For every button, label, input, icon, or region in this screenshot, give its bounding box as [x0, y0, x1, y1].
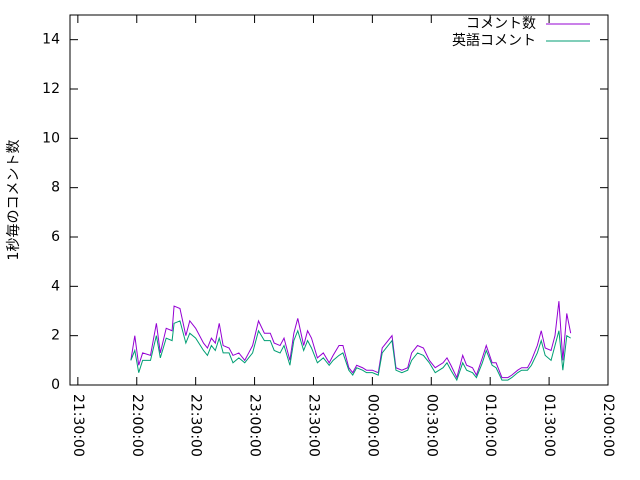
y-tick-label: 10 — [42, 130, 60, 146]
x-tick-label: 21:30:00 — [70, 394, 86, 457]
y-tick-label: 12 — [42, 81, 60, 97]
x-tick-label: 22:00:00 — [129, 394, 145, 457]
y-tick-label: 8 — [51, 180, 60, 196]
series-line — [130, 320, 571, 382]
x-tick-label: 01:00:00 — [482, 394, 498, 457]
plot-frame — [69, 14, 609, 386]
x-tick-label: 23:00:00 — [247, 394, 263, 457]
series-line — [130, 301, 572, 380]
y-tick-label: 4 — [51, 278, 60, 294]
legend-label: 英語コメント — [452, 32, 536, 49]
y-tick-label: 6 — [51, 229, 60, 245]
legend-label: コメント数 — [466, 16, 536, 32]
x-tick-label: 00:30:00 — [423, 394, 439, 457]
y-tick-label: 2 — [51, 328, 60, 344]
x-tick-label: 22:30:00 — [188, 394, 204, 457]
y-tick-label: 0 — [51, 377, 60, 393]
y-tick-label: 14 — [42, 32, 60, 48]
x-tick-label: 23:30:00 — [305, 394, 321, 457]
x-tick-label: 00:00:00 — [364, 394, 380, 457]
x-tick-label: 01:30:00 — [541, 394, 557, 457]
y-axis-label: 1秒毎のコメント数 — [6, 140, 22, 261]
x-tick-label: 02:00:00 — [600, 394, 616, 457]
